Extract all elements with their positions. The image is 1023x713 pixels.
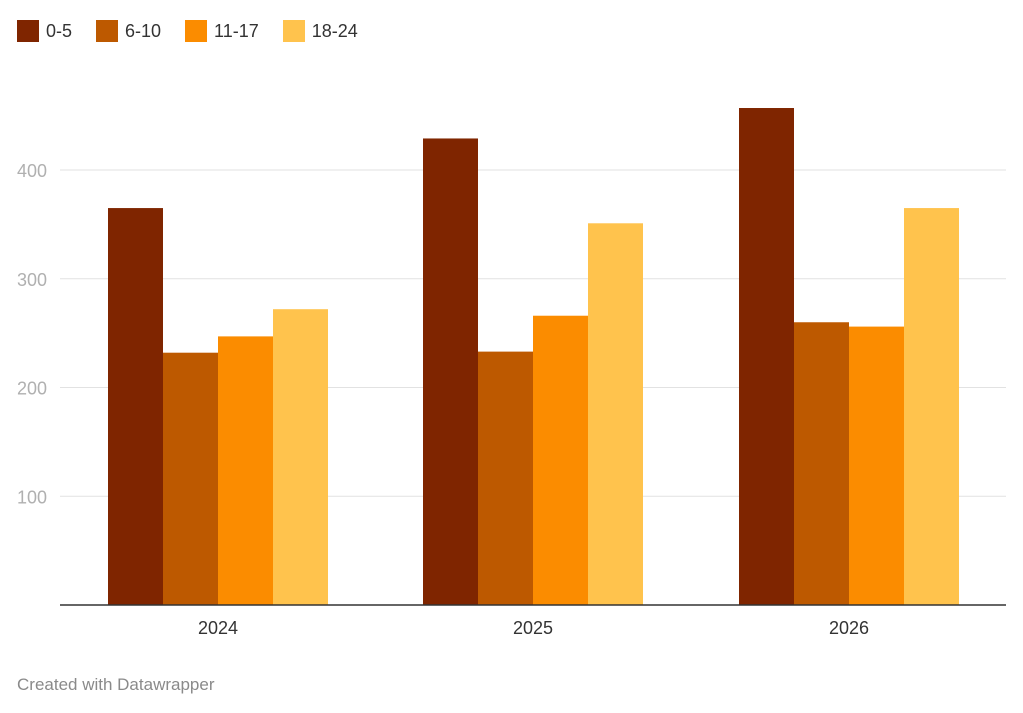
bar-2026-6-10	[794, 322, 849, 605]
y-tick-label-200: 200	[17, 379, 47, 399]
legend-item-0-5: 0-5	[17, 20, 72, 42]
x-tick-label-2024: 2024	[198, 618, 238, 638]
y-tick-label-300: 300	[17, 270, 47, 290]
bar-2026-18-24	[904, 208, 959, 605]
legend-item-6-10: 6-10	[96, 20, 161, 42]
y-tick-label-100: 100	[17, 487, 47, 507]
legend-swatch-11-17	[185, 20, 208, 42]
bar-2024-0-5	[108, 208, 163, 605]
legend-item-18-24: 18-24	[282, 20, 358, 42]
chart-legend: 0-5 6-10 11-17 18-24	[17, 18, 382, 44]
bar-2024-6-10	[163, 352, 218, 605]
bar-2026-11-17	[849, 326, 904, 605]
bar-2026-0-5	[739, 108, 794, 605]
legend-swatch-18-24	[282, 20, 305, 42]
legend-label-6-10: 6-10	[125, 21, 162, 41]
legend-label-18-24: 18-24	[311, 21, 358, 41]
bar-2025-11-17	[533, 315, 588, 605]
y-tick-label-400: 400	[17, 161, 47, 181]
legend-item-11-17: 11-17	[185, 20, 259, 42]
bar-2025-18-24	[588, 223, 643, 605]
legend-swatch-6-10	[96, 20, 119, 42]
credit-footer: Created with Datawrapper	[17, 675, 215, 694]
legend-label-0-5: 0-5	[46, 21, 73, 41]
bar-2024-11-17	[218, 336, 273, 605]
legend-label-11-17: 11-17	[214, 21, 259, 41]
bar-2025-6-10	[478, 351, 533, 605]
x-tick-label-2026: 2026	[829, 618, 869, 638]
legend-swatch-0-5	[17, 20, 39, 42]
bar-2025-0-5	[423, 138, 478, 605]
x-tick-label-2025: 2025	[513, 618, 553, 638]
bar-2024-18-24	[273, 309, 328, 605]
